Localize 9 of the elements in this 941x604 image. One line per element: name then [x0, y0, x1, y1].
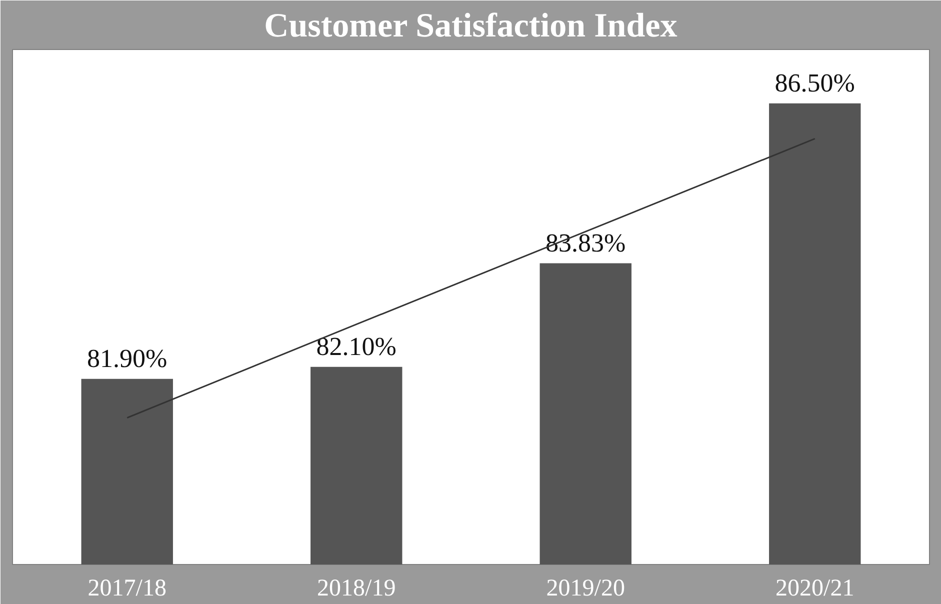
- x-tick-label: 2018/19: [317, 576, 396, 602]
- x-tick-label: 2017/18: [88, 576, 166, 602]
- x-tick-label: 2020/21: [776, 576, 854, 602]
- data-label: 86.50%: [774, 68, 855, 98]
- data-label: 82.10%: [316, 332, 396, 361]
- data-label: 81.90%: [87, 344, 168, 373]
- data-label: 83.83%: [546, 228, 626, 258]
- chart-title: Customer Satisfaction Index: [264, 8, 678, 44]
- x-tick-label: 2019/20: [546, 576, 625, 602]
